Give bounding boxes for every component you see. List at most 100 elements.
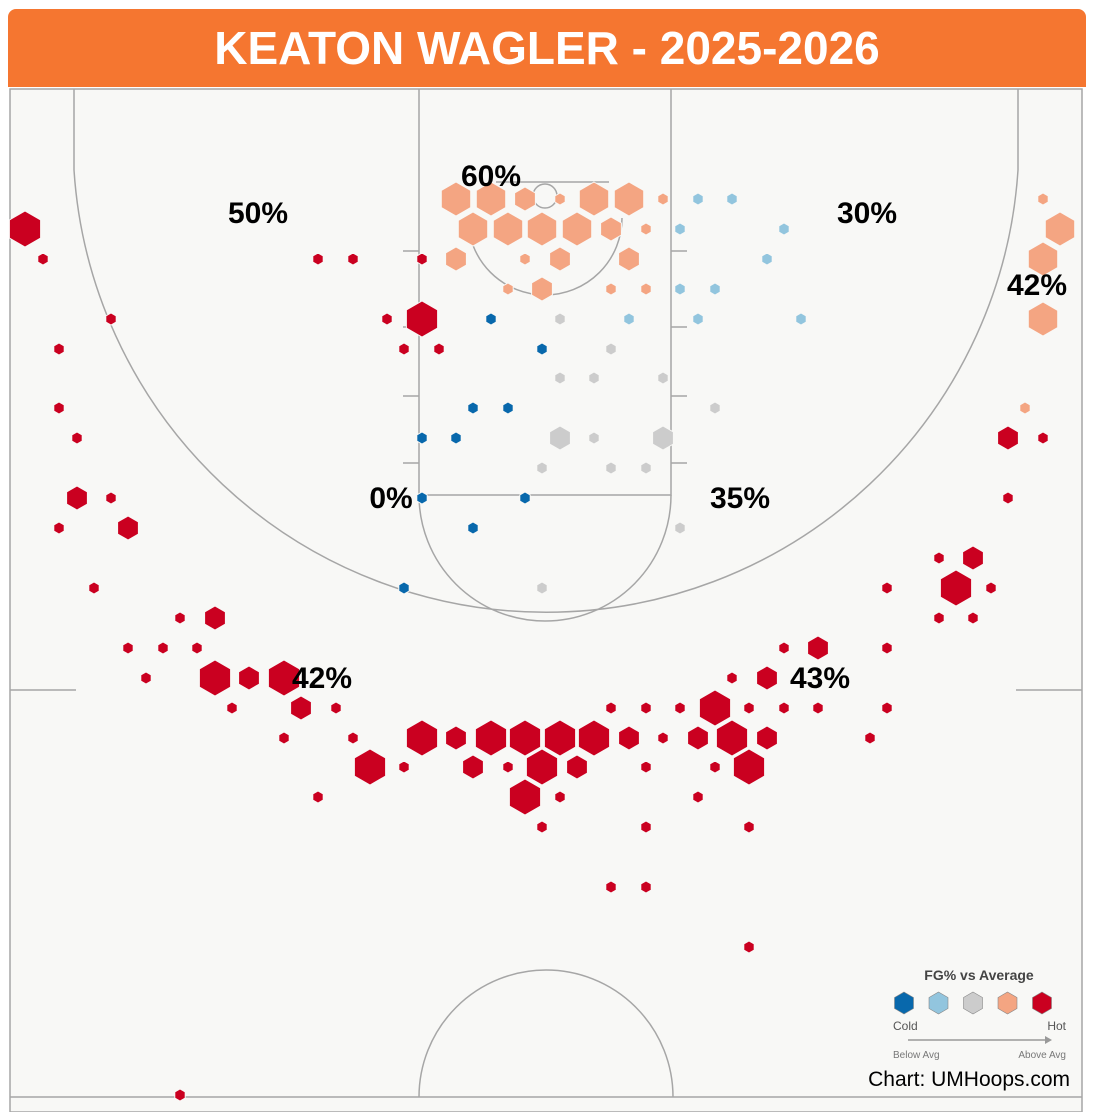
hexbin-warm [514,186,536,212]
hexbin-hot [985,581,997,595]
hexbin-cool [674,282,686,296]
court-area: 42% 50% 60% 30% 0% 35% 42% 43% FG% vs Average C… [8,87,1086,1112]
hexbin-hot [290,695,312,721]
hexbin-warm [554,192,566,206]
hexbin-hot [140,671,152,685]
hexbin-hot [715,719,749,757]
hexbin-warm [440,181,472,217]
hexbin-hot [105,491,117,505]
legend-swatch-avg-icon [963,991,983,1015]
hexbin-hot [198,659,232,697]
hexbin-hot [398,760,410,774]
hexbin-cold [450,431,462,445]
hexbin-layer [8,181,1076,1102]
zone-label: 30% [837,197,897,230]
chart-credit: Chart: UMHoops.com [868,1068,1070,1091]
legend-swatch-cool-icon [928,991,949,1015]
hexbin-warm [457,211,489,247]
hexbin-hot [278,731,290,745]
hexbin-cool [778,222,790,236]
legend-swatch-warm-icon [997,991,1018,1015]
hexbin-hot [566,754,588,780]
hexbin-hot [640,880,652,894]
hexbin-hot [174,1088,186,1102]
hexbin-warm [600,216,622,242]
hexbin-avg [674,521,686,535]
zone-label: 50% [228,197,288,230]
hexbin-warm [640,282,652,296]
hexbin-hot [881,701,893,715]
hexbin-hot [881,581,893,595]
hexbin-hot [618,725,640,751]
hexbin-hot [117,515,139,541]
zone-label: 42% [1007,269,1067,302]
zone-labels: 42% 50% 60% 30% 0% 35% 42% 43% [228,160,1067,695]
court-boundary [9,88,1083,1112]
hexbin-avg [709,401,721,415]
hexbin-hot [66,485,88,511]
hexbin-hot [381,312,393,326]
hexbin-hot [462,754,484,780]
hexbin-hot [53,401,65,415]
hexbin-hot [508,719,542,757]
hexbin-hot [191,641,203,655]
hexbin-warm [1019,401,1031,415]
hexbin-warm [492,211,524,247]
hexbin-hot [405,719,439,757]
hexbin-warm [502,282,514,296]
hexbin-hot [692,790,704,804]
hexbin-cold [398,581,410,595]
legend-arrow-head-icon [1045,1036,1052,1044]
hexbin-avg [652,425,674,451]
hexbin-hot [53,342,65,356]
hexbin-hot [778,701,790,715]
hexbin-hot [657,731,669,745]
title-bar: KEATON WAGLER - 2025-2026 [8,9,1086,87]
legend-cold-label: Cold [893,1019,918,1033]
hexbin-warm [618,246,640,272]
hexbin-hot [312,252,324,266]
zone-label: 35% [710,482,770,515]
center-circle [418,969,674,1098]
hexbin-hot [687,725,709,751]
hexbin-hot [174,611,186,625]
hexbin-hot [37,252,49,266]
hexbin-warm [578,181,610,217]
hexbin-hot [962,545,984,571]
hexbin-hot [474,719,508,757]
hexbin-avg [588,371,600,385]
hexbin-hot [640,701,652,715]
hexbin-hot [347,731,359,745]
hexbin-hot [732,748,766,786]
hexbin-hot [778,641,790,655]
hexbin-avg [536,461,548,475]
hexbin-hot [238,665,260,691]
hexbin-hot [756,725,778,751]
hexbin-hot [53,521,65,535]
hexbin-cool [761,252,773,266]
legend-hot-label: Hot [1047,1019,1066,1033]
hexbin-hot [267,659,301,697]
court-svg: 42% 50% 60% 30% 0% 35% 42% 43% FG% vs Average C… [8,87,1086,1112]
legend-swatches [894,991,1052,1015]
hexbin-hot [88,581,100,595]
hexbin-hot [605,701,617,715]
hexbin-hot [967,611,979,625]
hexbin-hot [577,719,611,757]
hexbin-hot [881,641,893,655]
hexbin-hot [347,252,359,266]
hexbin-cool [692,192,704,206]
hexbin-avg [640,461,652,475]
hexbin-cold [416,491,428,505]
hexbin-hot [122,641,134,655]
three-point-line [73,89,1019,613]
hexbin-warm [605,282,617,296]
hexbin-hot [416,252,428,266]
hexbin-hot [157,641,169,655]
hexbin-cold [416,431,428,445]
hexbin-hot [226,701,238,715]
hexbin-avg [549,425,571,451]
hexbin-hot [1002,491,1014,505]
legend-swatch-cold-icon [894,991,914,1015]
hexbin-hot [698,689,732,727]
